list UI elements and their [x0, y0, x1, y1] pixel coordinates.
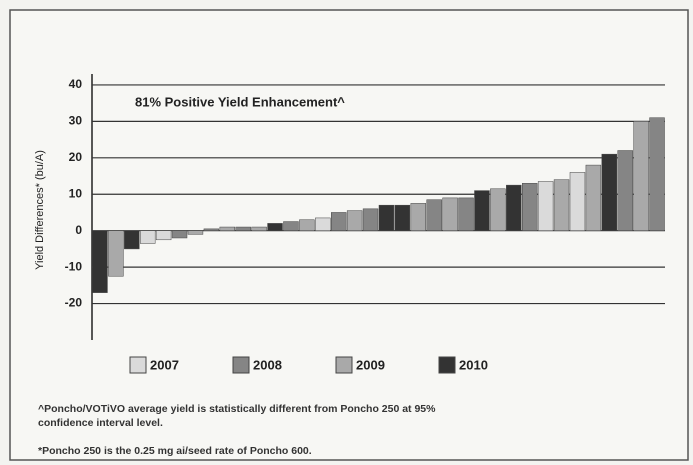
bar	[235, 226, 251, 231]
bar	[171, 230, 188, 239]
bar	[506, 184, 522, 231]
y-tick-label: 10	[69, 186, 83, 200]
y-tick-label: 20	[69, 150, 83, 164]
bar	[633, 121, 649, 231]
bar	[522, 183, 538, 231]
bar	[490, 188, 506, 231]
bar	[601, 153, 617, 231]
bar	[362, 208, 379, 231]
bar	[426, 199, 442, 231]
footnote: ^Poncho/VOTiVO average yield is statisti…	[38, 403, 436, 429]
bar	[187, 230, 204, 235]
bar	[617, 150, 633, 231]
y-tick-label: -20	[65, 296, 83, 310]
bar	[378, 204, 395, 231]
bar	[331, 212, 347, 231]
legend-label: 2007	[150, 357, 179, 372]
bar	[203, 228, 220, 231]
bar	[267, 223, 283, 231]
bar	[315, 217, 331, 231]
bar	[585, 164, 602, 231]
bar	[410, 203, 427, 231]
footnote: *Poncho 250 is the 0.25 mg ai/seed rate …	[38, 445, 312, 457]
bar	[442, 197, 458, 231]
bar	[108, 230, 124, 277]
y-tick-label: -10	[65, 259, 83, 273]
legend-swatch	[438, 356, 456, 374]
legend-label: 2008	[253, 357, 282, 372]
bar	[140, 230, 156, 244]
bar	[394, 204, 411, 231]
y-tick-label: 0	[75, 223, 82, 237]
legend-label: 2009	[356, 357, 385, 372]
legend-swatch	[232, 356, 250, 374]
y-tick-label: 40	[69, 77, 83, 91]
legend-swatch	[129, 356, 147, 374]
bar	[346, 210, 363, 231]
bar	[283, 221, 299, 231]
y-axis-label: Yield Differences* (bu/A)	[34, 150, 46, 270]
bar	[155, 230, 172, 241]
bar	[219, 226, 235, 231]
bar	[553, 179, 570, 231]
y-tick-label: 30	[69, 114, 83, 128]
bar	[537, 181, 554, 231]
bar	[458, 197, 474, 231]
legend-swatch	[335, 356, 353, 374]
bar	[649, 117, 665, 231]
bar	[299, 219, 315, 231]
legend-label: 2010	[459, 357, 488, 372]
bar	[124, 230, 140, 250]
annotation: 81% Positive Yield Enhancement^	[135, 94, 345, 109]
bar	[474, 190, 490, 231]
bar	[569, 172, 586, 231]
bar	[92, 230, 108, 293]
bar	[251, 226, 267, 231]
